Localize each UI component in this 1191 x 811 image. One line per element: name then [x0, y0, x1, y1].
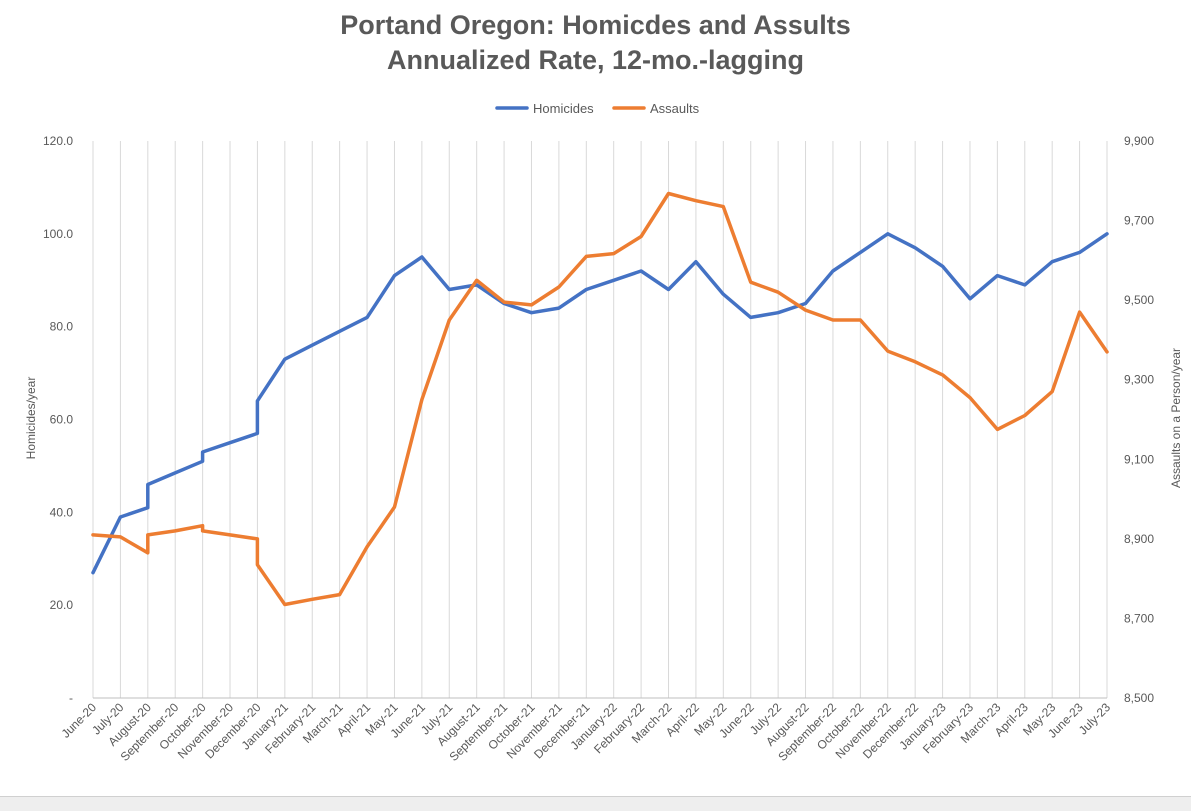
series-line-homicides: [91, 232, 1109, 575]
left-axis-ticks: - 20.0 40.0 60.0 80.0 100.0 120.0: [43, 134, 73, 705]
right-axis-ticks: 8,500 8,700 8,900 9,100 9,300 9,500 9,700 9,900: [1124, 134, 1154, 705]
series-lines: [91, 191, 1109, 607]
right-axis-tick-label: 9,500: [1124, 293, 1154, 307]
right-axis-tick-label: 9,100: [1124, 452, 1154, 466]
series-line-assaults: [91, 191, 1109, 607]
left-axis-tick-label: 120.0: [43, 134, 73, 148]
legend: Homicides Assaults: [495, 101, 700, 116]
left-axis-tick-label: 20.0: [50, 598, 74, 612]
right-axis-tick-label: 8,500: [1124, 691, 1154, 705]
right-axis-tick-label: 9,300: [1124, 373, 1154, 387]
chart-title-block: Portand Oregon: Homicdes and Assults Ann…: [0, 8, 1191, 78]
left-axis-tick-label: -: [69, 691, 73, 705]
legend-label: Assaults: [650, 101, 700, 116]
left-axis-tick-label: 80.0: [50, 320, 74, 334]
x-axis-tick-label: July-23: [1076, 700, 1113, 737]
chart-title: Portand Oregon: Homicdes and Assults: [340, 10, 851, 40]
left-axis-tick-label: 60.0: [50, 413, 74, 427]
chart-grid: [92, 141, 1108, 698]
right-axis-tick-label: 8,900: [1124, 532, 1154, 546]
chart-subtitle: Annualized Rate, 12-mo.-lagging: [386, 45, 805, 75]
right-axis-tick-label: 8,700: [1124, 611, 1154, 625]
left-axis-label: Homicides/year: [24, 377, 38, 460]
right-axis-tick-label: 9,700: [1124, 214, 1154, 228]
left-axis-tick-label: 100.0: [43, 227, 73, 241]
x-axis-tick-label: June-20: [59, 700, 100, 741]
right-axis-label: Assaults on a Person/year: [1169, 348, 1183, 488]
x-axis-ticks: June-20July-20August-20September-20Octob…: [59, 700, 1114, 764]
window-bottom-bar: [0, 796, 1191, 811]
left-axis-tick-label: 40.0: [50, 505, 74, 519]
right-axis-tick-label: 9,900: [1124, 134, 1154, 148]
legend-label: Homicides: [533, 101, 594, 116]
